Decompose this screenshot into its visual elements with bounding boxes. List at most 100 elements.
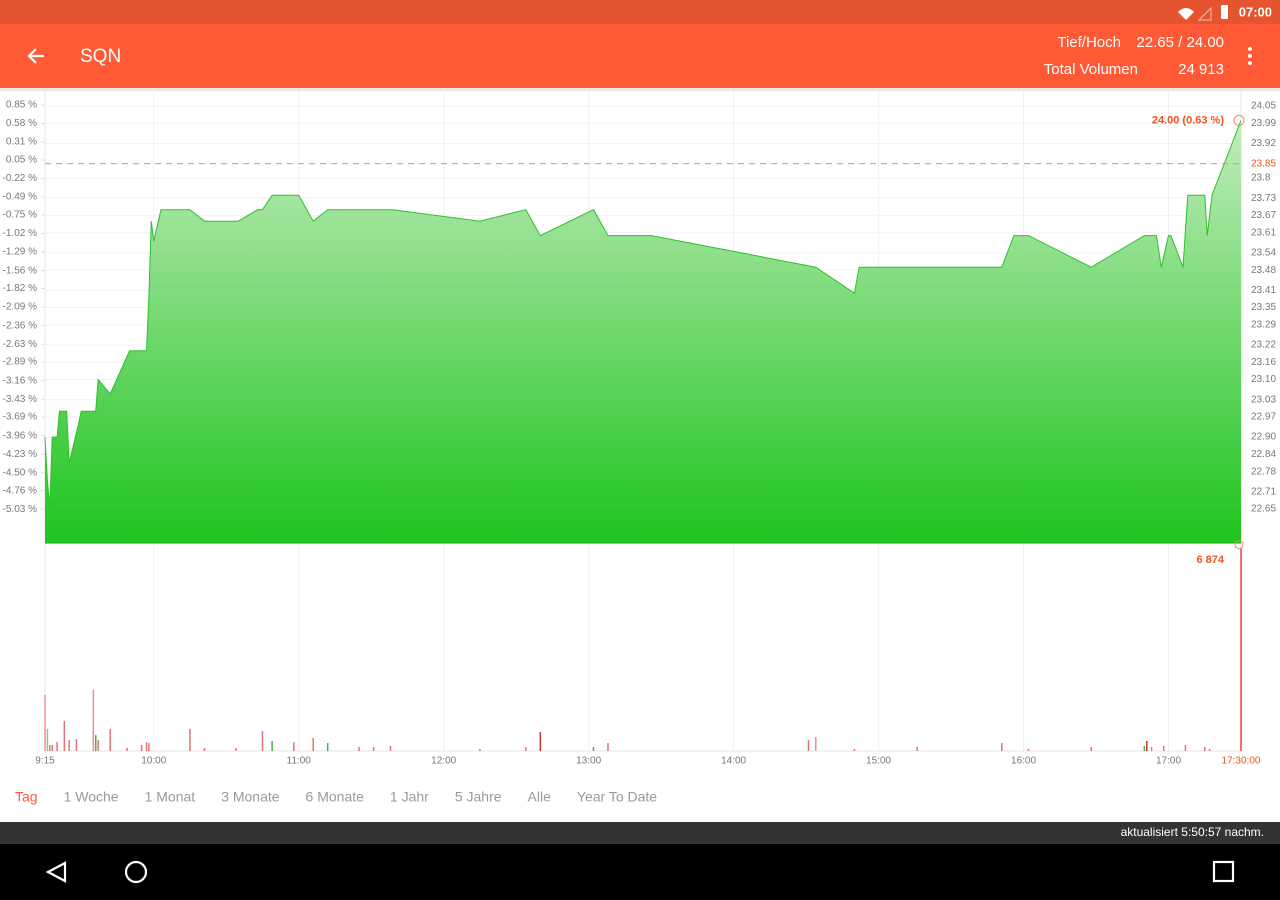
volume-bar	[479, 748, 481, 751]
volume-bar	[126, 748, 128, 751]
y-tick-label: 24.05	[1251, 101, 1276, 112]
price-line	[44, 120, 1242, 507]
y-tick-label: 23.8	[1251, 173, 1271, 184]
area-fill	[45, 120, 1241, 544]
volume-bar	[1027, 748, 1030, 751]
volume-bar	[916, 747, 918, 751]
volume-bar	[1162, 745, 1165, 751]
y2-tick-label: -2.89 %	[3, 357, 38, 368]
y2-tick-label: -0.22 %	[3, 173, 38, 184]
y-tick-label: 23.03	[1251, 394, 1276, 405]
range-tab[interactable]: 3 Monate	[221, 789, 280, 805]
volume-bar	[607, 743, 609, 751]
y2-tick-label: 0.85 %	[6, 100, 37, 111]
volume-bar	[853, 748, 856, 751]
x-tick-label: 16:00	[1011, 756, 1036, 767]
y2-tick-label: -0.49 %	[3, 192, 38, 203]
y2-tick-label: -2.36 %	[3, 320, 38, 331]
y2-tick-label: -4.23 %	[3, 449, 38, 460]
volume-bar	[312, 738, 314, 751]
y2-tick-label: -1.29 %	[3, 247, 38, 258]
volume-bar	[75, 739, 78, 751]
last-price-label: 24.00 (0.63 %)	[1152, 114, 1224, 126]
volume-bar	[56, 742, 58, 751]
volume-bar	[261, 730, 264, 751]
y-tick-label: 22.71	[1251, 486, 1276, 497]
volume-bar	[109, 728, 111, 751]
range-tabs: Tag 1 Woche 1 Monat 3 Monate 6 Monate 1 Jahr 5…	[15, 789, 657, 805]
cursor-marker	[1234, 540, 1244, 550]
nav-recents[interactable]	[1212, 860, 1235, 883]
range-tab[interactable]: 1 Jahr	[390, 789, 429, 805]
range-tab[interactable]: 5 Jahre	[455, 789, 502, 805]
y2-tick-label: -1.82 %	[3, 283, 38, 294]
y2-tick-label: -2.63 %	[3, 339, 38, 350]
y-tick-label: 23.29	[1251, 319, 1276, 330]
nav-home[interactable]	[124, 860, 148, 884]
volume-value: 24 913	[1178, 61, 1224, 78]
y2-tick-label: -4.50 %	[3, 467, 38, 478]
volume-bar	[592, 747, 595, 751]
x-tick-label: 12:00	[431, 756, 456, 767]
x-tick-label: 13:00	[576, 756, 601, 767]
y-tick-label: 23.73	[1251, 193, 1276, 204]
x-tick-label: 14:00	[721, 756, 746, 767]
range-tab[interactable]: Alle	[528, 789, 552, 805]
volume-bar	[807, 740, 810, 751]
chart: 9:15 10:00 11:00 12:00 13:00 14:00 15:00 16:00 1…	[3, 91, 1276, 767]
app-bar	[0, 24, 1280, 88]
y-tick-label: 22.84	[1251, 449, 1276, 460]
y-tick-label: 23.35	[1251, 302, 1276, 313]
y2-tick-label: -0.75 %	[3, 210, 38, 221]
nav-back[interactable]	[45, 861, 67, 883]
volume-bar	[372, 747, 375, 751]
y2-tick-label: -5.03 %	[3, 504, 38, 515]
volume-bar	[1150, 747, 1153, 751]
volume-bar	[1204, 747, 1206, 751]
range-tab[interactable]: 1 Woche	[64, 789, 119, 805]
volume-bar	[271, 740, 273, 751]
volume-bar	[140, 745, 143, 751]
x-tick-label: 17:00	[1156, 756, 1181, 767]
range-tab[interactable]: 6 Monate	[306, 789, 365, 805]
app-title: SQN	[80, 46, 121, 67]
volume-bar	[1001, 743, 1003, 751]
volume-bar	[203, 748, 206, 751]
volume-bar	[97, 740, 99, 751]
y-tick-label: 23.61	[1251, 227, 1276, 238]
back-button[interactable]	[27, 48, 44, 64]
y2-tick-label: -3.43 %	[3, 394, 38, 405]
volume-tick-label: 6 874	[1196, 554, 1224, 566]
volume-bar	[358, 747, 360, 751]
range-tab[interactable]: Year To Date	[577, 789, 657, 805]
volume-bar	[148, 743, 150, 751]
volume-bar	[49, 745, 51, 751]
y-tick-label: 23.54	[1251, 247, 1276, 258]
y2-tick-label: -1.56 %	[3, 265, 38, 276]
y-tick-label: 23.16	[1251, 357, 1276, 368]
wifi-icon	[1178, 8, 1194, 20]
volume-bar	[1143, 745, 1146, 751]
y-tick-label: 22.65	[1251, 504, 1276, 515]
overflow-menu[interactable]	[1248, 47, 1252, 65]
clock: 07:00	[1239, 4, 1272, 19]
range-tab[interactable]: 1 Monat	[145, 789, 196, 805]
y-tick-label: 23.92	[1251, 138, 1276, 149]
y-tick-label: 22.97	[1251, 412, 1276, 423]
y2-tick-label: -3.96 %	[3, 430, 38, 441]
last-price-marker	[1233, 114, 1245, 126]
y-tick-label: 22.78	[1251, 466, 1276, 477]
y2-tick-label: -2.09 %	[3, 302, 38, 313]
volume-bar	[44, 694, 46, 751]
volume-bar	[539, 732, 542, 751]
range-tab[interactable]: Tag	[15, 789, 38, 805]
volume-bar	[46, 728, 49, 751]
reference-label-bg	[1246, 157, 1276, 170]
y2-tick-label: 0.31 %	[6, 137, 37, 148]
volume-bar	[92, 689, 95, 751]
y2-tick-label: -1.02 %	[3, 228, 38, 239]
volume-bar	[326, 743, 329, 751]
app-bar-shadow	[0, 88, 1280, 91]
y-tick-label: 23.22	[1251, 340, 1276, 351]
volume-bar	[1240, 548, 1242, 751]
